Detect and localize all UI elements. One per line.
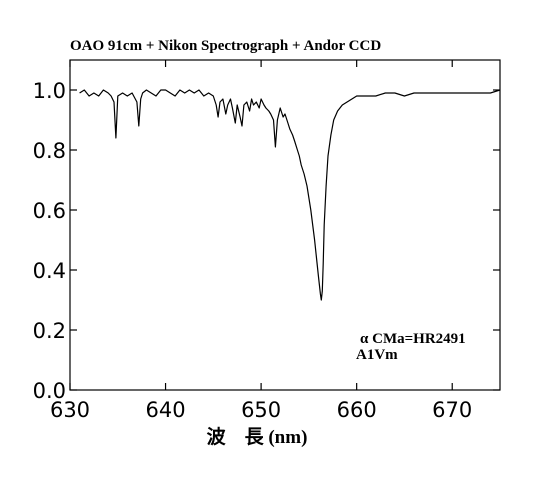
spectral-type-annotation: A1Vm: [356, 347, 398, 363]
spectrum-line-0: [79, 89, 501, 301]
star-name-annotation: α CMa=HR2491: [360, 331, 466, 347]
x-tick-label: 660: [337, 398, 377, 422]
chart-title: OAO 91cm + Nikon Spectrograph + Andor CC…: [70, 38, 381, 54]
y-tick-label: 1.0: [33, 79, 66, 103]
x-tick-label: 630: [50, 398, 90, 422]
y-tick-label: 0.8: [33, 139, 66, 163]
x-tick-label: 670: [432, 398, 472, 422]
y-tick-label: 0.4: [33, 259, 66, 283]
y-tick-label: 0.0: [33, 379, 66, 403]
x-axis-label: 波 長 (nm): [207, 425, 308, 448]
y-tick-label: 0.6: [33, 199, 66, 223]
plot-frame: [69, 59, 501, 391]
x-tick-label: 650: [241, 398, 281, 422]
y-tick-label: 0.2: [33, 319, 66, 343]
x-tick-label: 640: [146, 398, 186, 422]
